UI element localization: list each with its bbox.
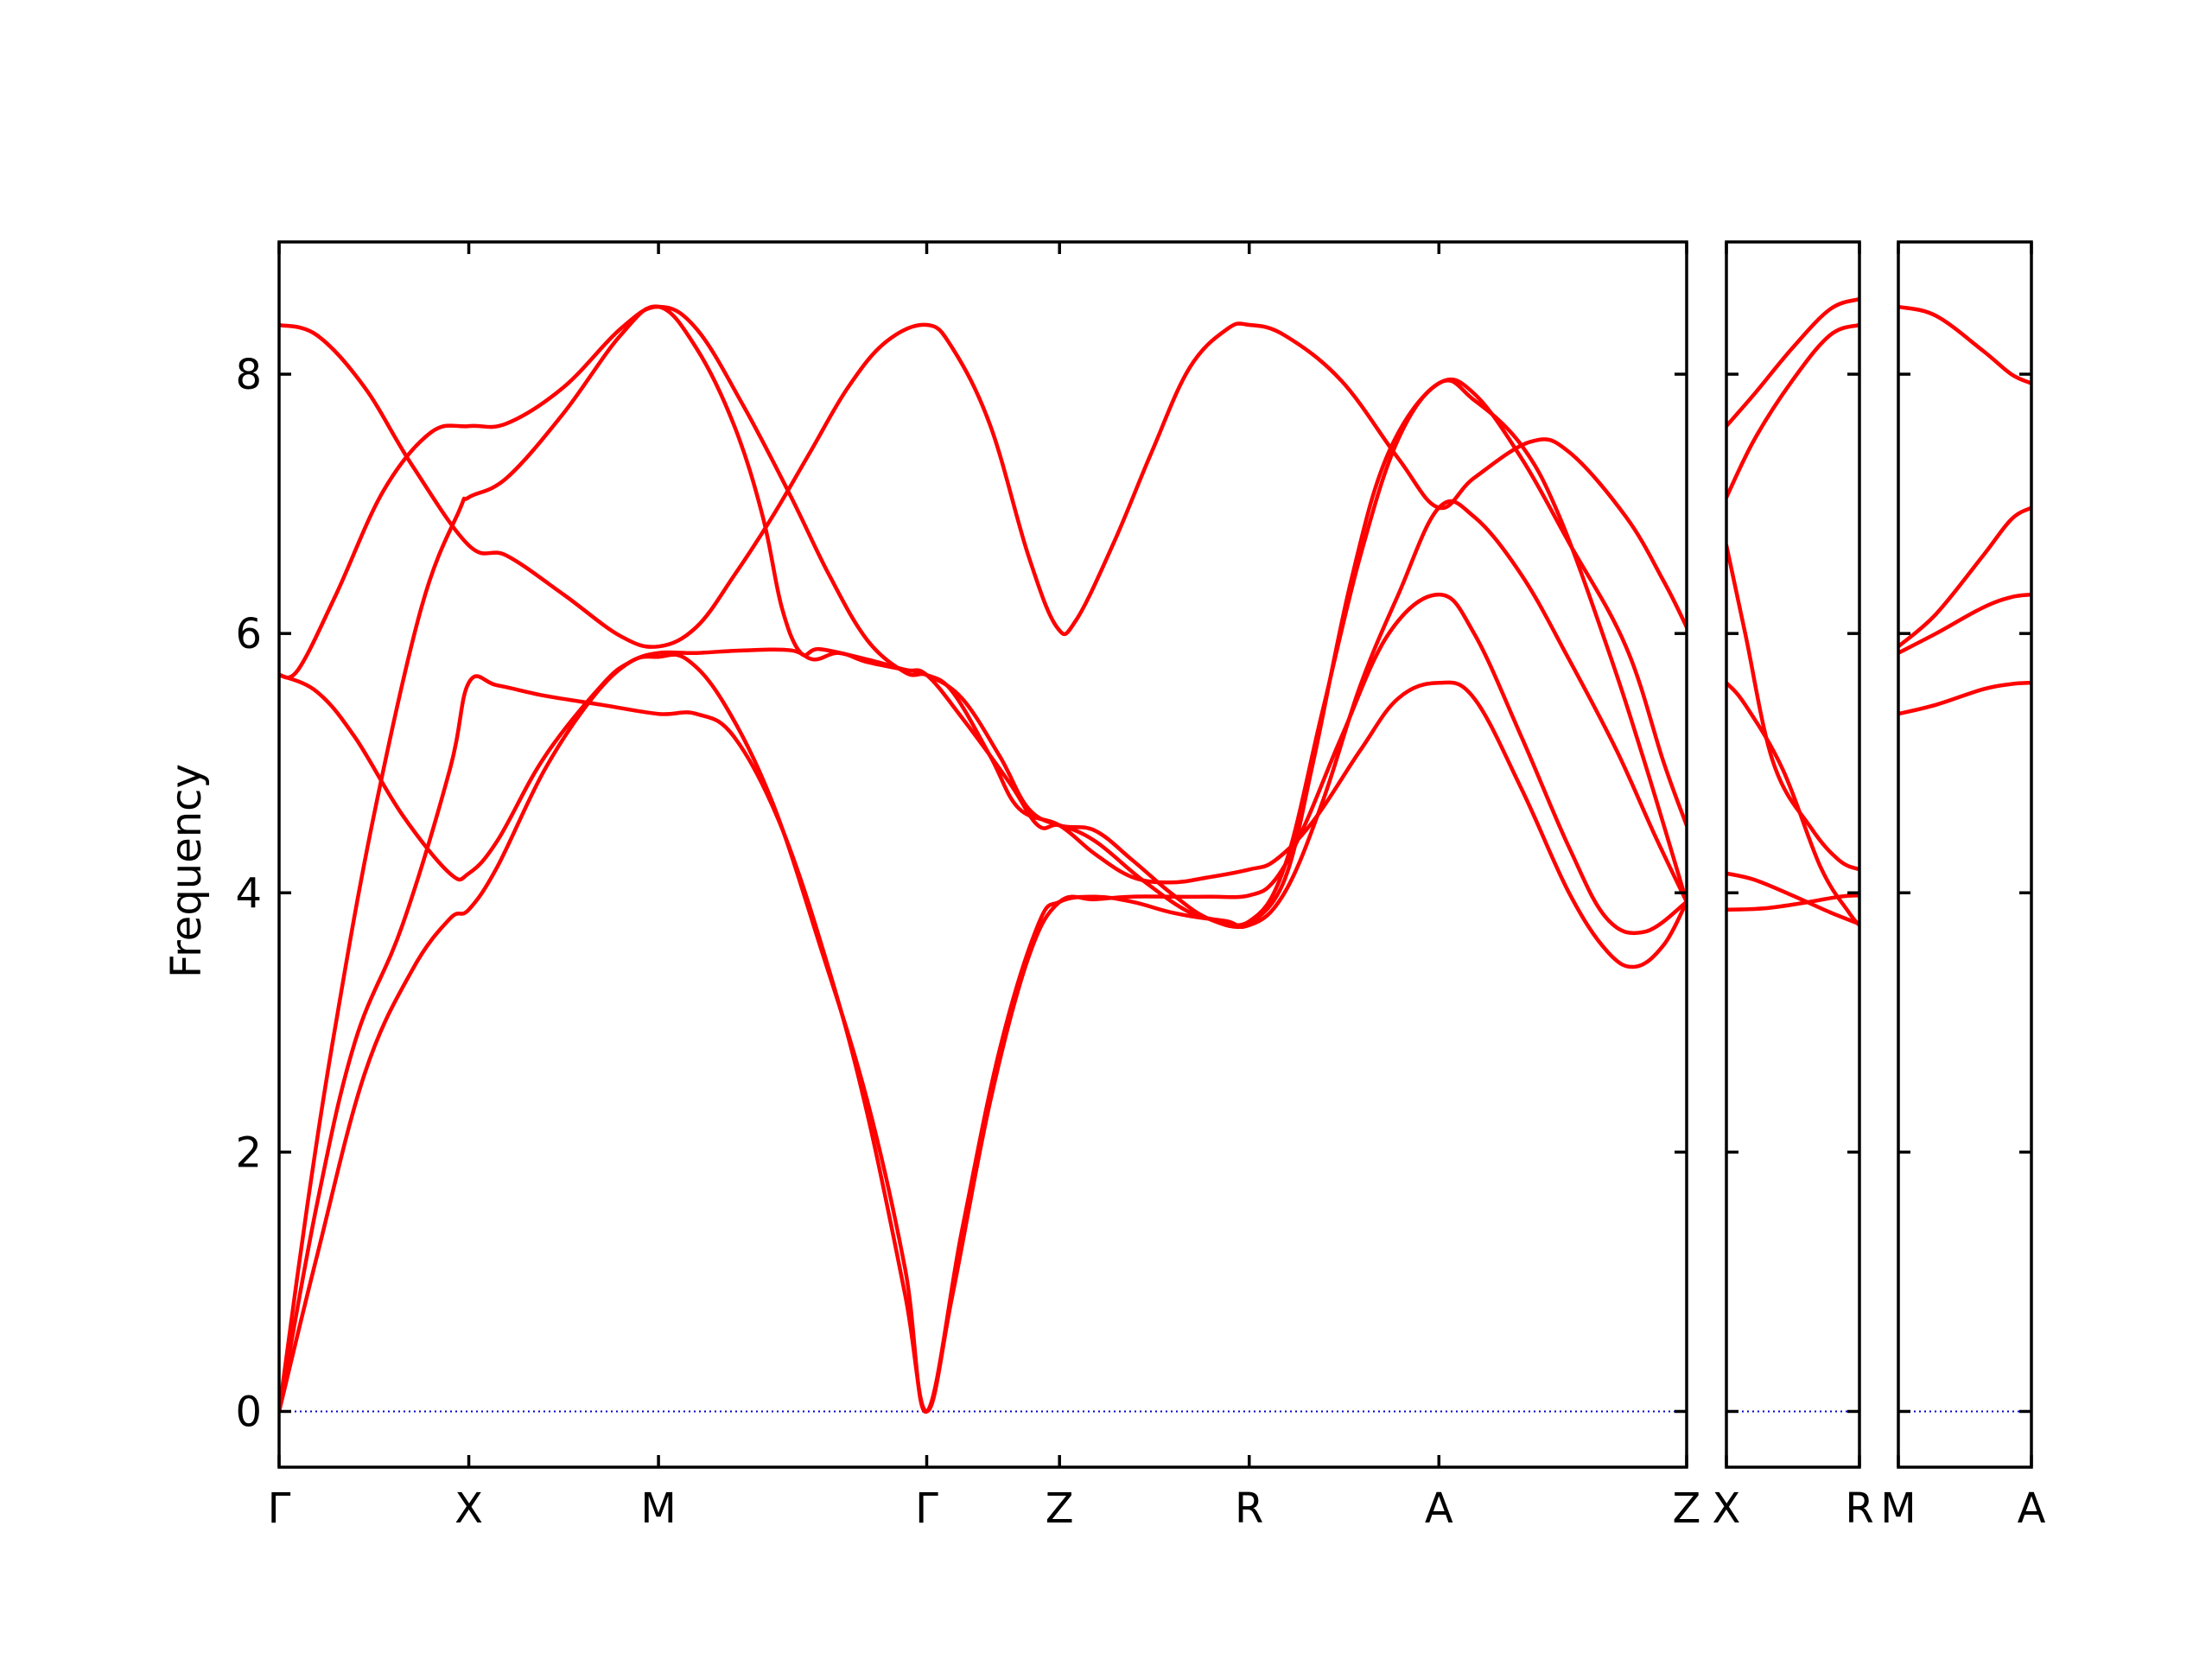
band-3-line bbox=[1726, 543, 1859, 872]
kpoint-label: R bbox=[1845, 1484, 1873, 1533]
band-4-line bbox=[279, 592, 1687, 1414]
band-4-line bbox=[1898, 680, 2031, 716]
kpoint-label: A bbox=[2018, 1484, 2046, 1533]
kpoint-label: Z bbox=[1046, 1484, 1074, 1533]
y-tick-label: 4 bbox=[235, 869, 262, 918]
band-group bbox=[1898, 304, 2031, 716]
y-axis-label: Frequency bbox=[162, 764, 211, 978]
panel-frame bbox=[277, 240, 1688, 1469]
band-group bbox=[1726, 296, 1859, 928]
band-3-line bbox=[1898, 592, 2031, 655]
band-2-line bbox=[1726, 322, 1859, 499]
kpoint-label: Γ bbox=[915, 1484, 938, 1533]
kpoint-label: X bbox=[1713, 1484, 1741, 1533]
kpoint-label: R bbox=[1235, 1484, 1263, 1533]
panel-1: Γ X M Γ Z R A Z 0 2 4 6 8 bbox=[235, 240, 1701, 1533]
panel-frame bbox=[1725, 240, 1861, 1469]
band-6-line bbox=[1726, 893, 1859, 912]
kpoint-label: X bbox=[454, 1484, 483, 1533]
y-tick-label: 0 bbox=[235, 1388, 262, 1436]
y-tick-label: 8 bbox=[235, 351, 262, 399]
band-1-line bbox=[279, 321, 1687, 649]
band-5-line bbox=[279, 377, 1687, 1414]
kpoint-label: M bbox=[640, 1484, 676, 1533]
band-3-line bbox=[279, 499, 1687, 930]
band-6-line bbox=[279, 304, 1687, 1414]
band-2-line bbox=[1898, 505, 2031, 649]
band-4-line bbox=[1726, 680, 1859, 928]
kpoint-label: Z bbox=[1673, 1484, 1701, 1533]
band-1-line bbox=[1898, 304, 2031, 385]
kpoint-label: M bbox=[1880, 1484, 1916, 1533]
y-tick-label: 6 bbox=[235, 610, 262, 658]
band-1-line bbox=[1726, 296, 1859, 429]
kpoint-label: Γ bbox=[268, 1484, 291, 1533]
band-5-line bbox=[1726, 871, 1859, 926]
panel-frame bbox=[1897, 240, 2033, 1469]
kpoint-label: A bbox=[1425, 1484, 1453, 1533]
y-tick-label: 2 bbox=[235, 1128, 262, 1177]
band-group bbox=[279, 304, 1687, 1414]
